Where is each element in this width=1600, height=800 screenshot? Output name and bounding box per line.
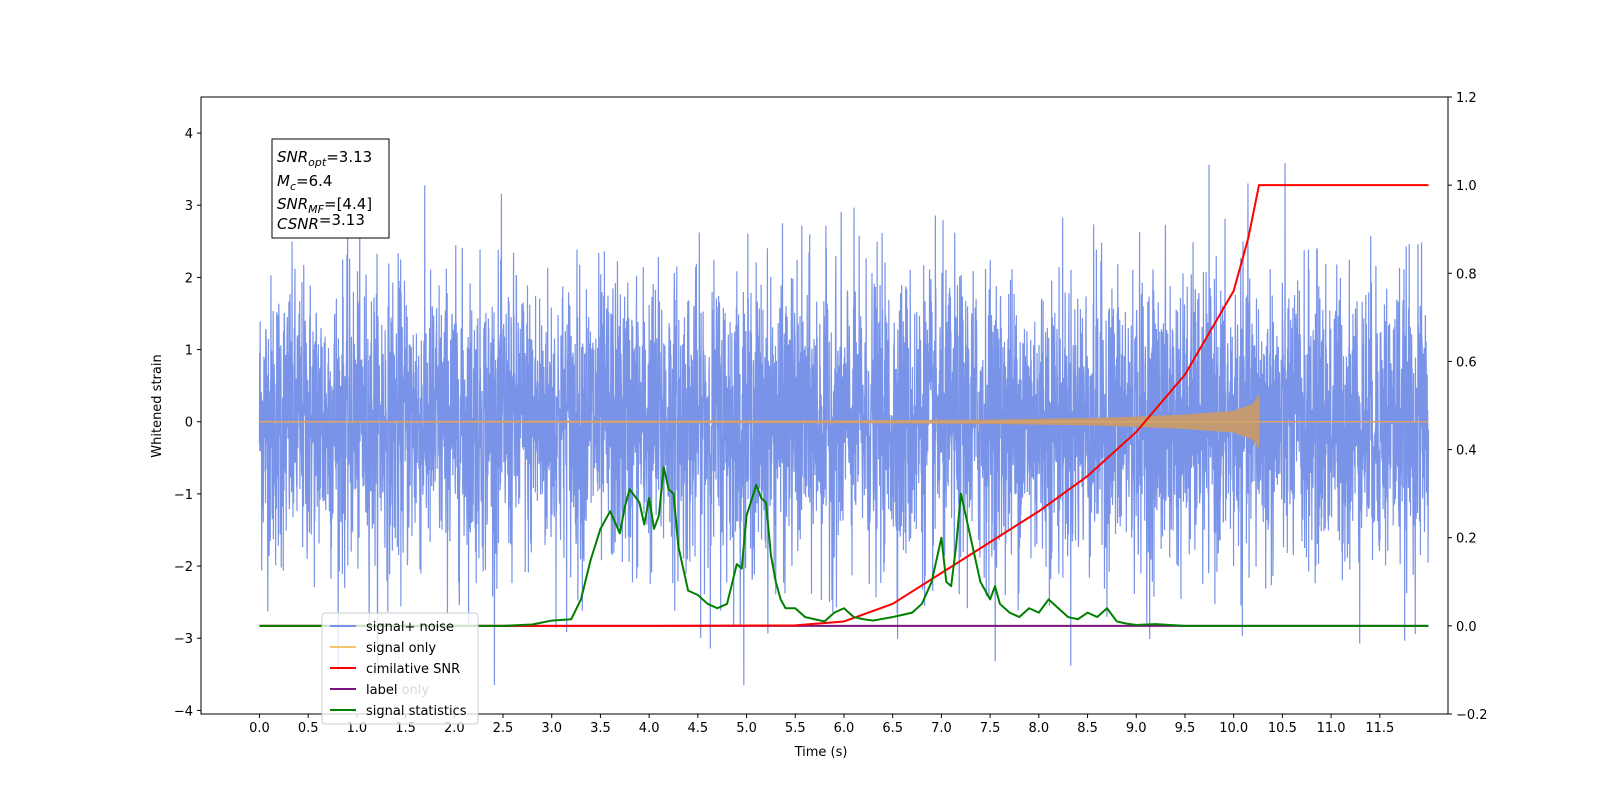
legend-label-signal-statistics: signal statistics: [366, 704, 467, 719]
x-tick-label: 8.5: [1077, 721, 1098, 736]
y-tick-label: 4: [185, 127, 193, 142]
x-tick-label: 2.0: [444, 721, 465, 736]
y-axis-left: −4 −3 −2 −1 0 1 2 3 4: [174, 127, 201, 719]
x-tick-label: 11.0: [1317, 721, 1346, 736]
annotation-line-2-symbol: M: [277, 172, 290, 190]
annotation-line-3-value: =[4.4]: [324, 195, 372, 213]
legend-label-signal-noise: signal+ noise: [366, 620, 454, 635]
signal-noise-line: [258, 163, 1430, 686]
annotation-line-3-symbol: SNR: [277, 195, 308, 213]
x-tick-label: 8.0: [1028, 721, 1049, 736]
x-tick-label: 7.0: [931, 721, 952, 736]
cumulative-snr-line: [259, 184, 1429, 627]
y-tick-label: −1: [174, 488, 193, 503]
x-tick-label: 7.5: [980, 721, 1001, 736]
annotation-line-1-value: =3.13: [326, 148, 372, 166]
annotation-line-4: CSNR=3.13: [277, 211, 365, 233]
y-tick-label: 0: [185, 416, 193, 431]
x-tick-label: 11.5: [1365, 721, 1394, 736]
x-axis-title: Time (s): [794, 745, 848, 760]
x-tick-label: 10.5: [1268, 721, 1297, 736]
x-tick-label: 3.5: [590, 721, 611, 736]
y2-tick-label: 1.2: [1456, 91, 1477, 106]
y2-tick-label: 0.8: [1456, 267, 1477, 282]
legend-label-label-only: label only: [366, 683, 429, 698]
x-tick-label: 6.0: [834, 721, 855, 736]
signal-statistics-line: [259, 466, 1429, 627]
y2-tick-label: 0.0: [1456, 620, 1477, 635]
y2-tick-label: 1.0: [1456, 179, 1477, 194]
annotation-line-2-subscript: c: [290, 180, 296, 193]
annotation-line-1-subscript: opt: [308, 156, 327, 169]
legend-label-cumulative-snr: cimilative SNR: [366, 662, 460, 677]
x-tick-label: 2.5: [493, 721, 514, 736]
y2-tick-label: 0.6: [1456, 355, 1477, 370]
annotation-line-4-value: =3.13: [319, 211, 365, 229]
y2-tick-label: 0.2: [1456, 532, 1477, 547]
y-axis-right: −0.2 0.0 0.2 0.4 0.6 0.8 1.0 1.2: [1448, 91, 1488, 723]
legend-frame: [321, 612, 479, 725]
y2-tick-label: −0.2: [1456, 708, 1488, 723]
x-tick-label: 1.0: [347, 721, 368, 736]
x-axis: 0.0 0.5 1.0 1.5 2.0 2.5 3.0 3.5 4.0 4.5 5.0 5.5 6.0 6…: [249, 714, 1394, 736]
annotation-box: SNRopt=3.13 Mc=6.4 SNRMF=[4.4] CSNR=3.13: [271, 138, 390, 239]
annotation-line-1-symbol: SNR: [277, 148, 308, 166]
x-tick-label: 4.5: [688, 721, 709, 736]
x-tick-label: 0.0: [249, 721, 270, 736]
y-tick-label: −4: [174, 704, 193, 719]
legend: signal+ noise signal only cimilative SNR…: [321, 612, 479, 725]
x-tick-label: 0.5: [298, 721, 319, 736]
x-tick-label: 10.0: [1219, 721, 1248, 736]
signal-only-series: [258, 394, 1429, 449]
y-axis-title: Whitened strain: [150, 354, 165, 457]
annotation-line-2-value: =6.4: [296, 172, 332, 190]
signal-only-line: [258, 394, 1429, 449]
x-tick-label: 3.0: [541, 721, 562, 736]
annotation-frame: [271, 138, 390, 239]
y-tick-label: 2: [185, 271, 193, 286]
annotation-line-2: Mc=6.4: [277, 172, 332, 193]
annotation-line-4-symbol: CSNR: [277, 215, 319, 233]
y-tick-label: 3: [185, 199, 193, 214]
signal-noise-series: [258, 163, 1430, 686]
x-tick-label: 5.0: [736, 721, 757, 736]
annotation-line-3-subscript: MF: [308, 203, 324, 216]
x-tick-label: 9.5: [1175, 721, 1196, 736]
y-tick-label: 1: [185, 344, 193, 359]
x-tick-label: 4.0: [639, 721, 660, 736]
y-tick-label: −2: [174, 560, 193, 575]
annotation-line-3: SNRMF=[4.4]: [277, 195, 372, 216]
x-tick-label: 6.5: [882, 721, 903, 736]
x-tick-label: 1.5: [395, 721, 416, 736]
x-tick-label: 5.5: [785, 721, 806, 736]
plot-frame: [200, 96, 1449, 715]
y-tick-label: −3: [174, 632, 193, 647]
annotation-line-1: SNRopt=3.13: [277, 148, 372, 169]
y2-tick-label: 0.4: [1456, 444, 1477, 459]
legend-label-signal-only: signal only: [366, 641, 436, 656]
legend-label-label: label: [366, 683, 397, 698]
x-tick-label: 9.0: [1126, 721, 1147, 736]
